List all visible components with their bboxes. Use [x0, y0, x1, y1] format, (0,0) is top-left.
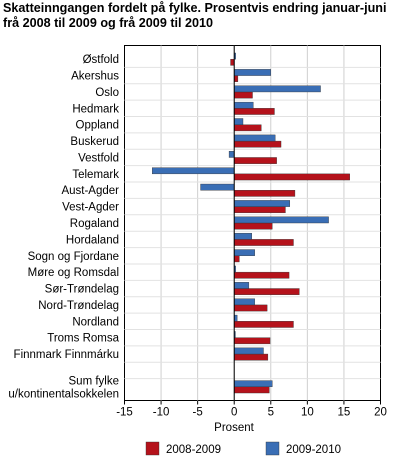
- bar-2009-2010-Vestfold: [228, 151, 235, 158]
- x-tick-label: 10: [301, 407, 314, 419]
- x-axis-label: Prosent: [214, 422, 254, 434]
- category-label: Vest-Agder: [62, 202, 119, 214]
- bar-2008-2009-Oslo: [234, 91, 253, 99]
- category-label: Nordland: [72, 316, 119, 328]
- bar-2009-2010-Buskerud: [234, 134, 276, 142]
- bars: [152, 45, 350, 401]
- category-label: u/kontinentalsokkelen: [8, 388, 119, 400]
- bar-2009-2010-Oslo: [234, 85, 321, 93]
- bar-2009-2010-Telemark: [152, 167, 235, 175]
- x-tick-label: 0: [231, 407, 237, 419]
- x-axis-ticks: -15 -10 -5 0 5 10 15 20: [116, 400, 387, 419]
- category-label: Aust-Agder: [61, 185, 119, 197]
- bar-2008-2009-Sum-fylke-u/kontinentalsokkelen: [234, 386, 270, 394]
- bar-2008-2009-Sogn-og-Fjordane: [234, 255, 240, 263]
- bar-2009-2010-Nord-Trøndelag: [234, 298, 255, 306]
- bar-2008-2009-Nord-Trøndelag: [234, 304, 268, 312]
- category-label: Buskerud: [70, 136, 119, 148]
- x-tick-label: 20: [374, 407, 387, 419]
- bar-2008-2009-Finnmark-Finnmárku: [234, 353, 269, 361]
- legend: 2008-2009 2009-2010: [145, 441, 341, 456]
- bar-2008-2009-Sør-Trøndelag: [234, 288, 300, 295]
- bar-2008-2009-Aust-Agder: [234, 190, 296, 197]
- bar-2008-2009-Møre-og-Romsdal: [234, 271, 290, 279]
- bar-2008-2009-Troms-Romsa: [234, 337, 271, 345]
- bar-2008-2009-Telemark: [234, 173, 350, 181]
- legend-swatch-2009-2010: [265, 441, 280, 456]
- bar-2009-2010-Aust-Agder: [200, 183, 235, 191]
- bar-2008-2009-Oppland: [234, 124, 262, 132]
- bar-2008-2009-Nordland: [234, 321, 294, 328]
- category-label: Akershus: [71, 71, 119, 83]
- x-tick-label: -15: [116, 407, 133, 419]
- bar-2008-2009-Hedmark: [234, 108, 275, 115]
- bar-2009-2010-Finnmark-Finnmárku: [234, 347, 264, 355]
- chart-title-line-2: frå 2008 til 2009 og frå 2009 til 2010: [3, 16, 214, 30]
- category-label: Møre og Romsdal: [28, 267, 119, 279]
- bar-2008-2009-Buskerud: [234, 140, 282, 148]
- category-label: Nord-Trøndelag: [38, 300, 119, 312]
- bar-2009-2010-Rogaland: [234, 216, 329, 224]
- bar-2009-2010-Sogn-og-Fjordane: [234, 249, 255, 256]
- x-tick-label: 5: [268, 407, 274, 419]
- bar-2008-2009-Østfold: [230, 58, 235, 66]
- legend-label-2009-2010: 2009-2010: [286, 444, 341, 456]
- bar-2009-2010-Sør-Trøndelag: [234, 282, 250, 289]
- chart-title-line-1: Skatteinngangen fordelt på fylke. Prosen…: [3, 1, 387, 15]
- category-label: Sogn og Fjordane: [28, 251, 119, 263]
- category-labels: Østfold Akershus Oslo Hedmark Oppland Buskeru…: [8, 54, 119, 400]
- category-label: Sum fylke: [69, 375, 120, 387]
- x-tick-label: -5: [193, 407, 203, 419]
- bar-2009-2010-Vest-Agder: [234, 200, 291, 207]
- bar-2008-2009-Rogaland: [234, 222, 273, 230]
- legend-swatch-2008-2009: [145, 441, 160, 456]
- category-label: Oppland: [76, 120, 119, 132]
- category-label: Hedmark: [72, 103, 119, 115]
- category-label: Oslo: [95, 87, 119, 99]
- grid-lines: [124, 45, 381, 401]
- category-label: Troms Romsa: [47, 333, 119, 345]
- chart-title: Skatteinngangen fordelt på fylke. Prosen…: [3, 1, 411, 31]
- category-label: Østfold: [83, 54, 119, 66]
- category-label: Finnmark Finnmárku: [14, 349, 119, 361]
- bar-2008-2009-Vest-Agder: [234, 206, 286, 214]
- x-tick-label: -10: [153, 407, 170, 419]
- bar-2009-2010-Akershus: [234, 69, 271, 76]
- bar-2008-2009-Hordaland: [234, 239, 294, 246]
- bar-2008-2009-Vestfold: [234, 157, 277, 164]
- bar-2009-2010-Sum-fylke-u/kontinentalsokkelen: [234, 380, 273, 388]
- x-tick-label: 15: [338, 407, 351, 419]
- bar-2009-2010-Oppland: [234, 118, 244, 125]
- category-label: Rogaland: [70, 218, 119, 230]
- bar-2008-2009-Akershus: [234, 75, 239, 82]
- category-label: Vestfold: [78, 152, 119, 164]
- category-label: Telemark: [72, 169, 119, 181]
- legend-label-2008-2009: 2008-2009: [166, 444, 221, 456]
- category-label: Sør-Trøndelag: [45, 284, 119, 296]
- bar-2009-2010-Hordaland: [234, 232, 252, 240]
- plot-frame: [124, 45, 381, 401]
- category-label: Hordaland: [66, 234, 119, 246]
- bar-2009-2010-Hedmark: [234, 101, 254, 109]
